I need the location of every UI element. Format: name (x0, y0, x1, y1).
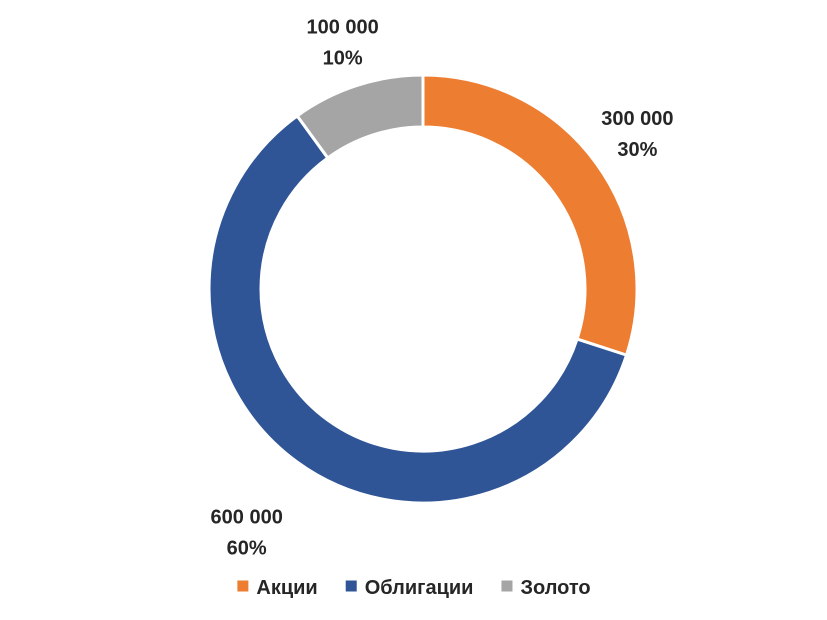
legend-swatch-3 (501, 580, 513, 592)
data-label-value-1: 300 000 (601, 108, 673, 130)
donut-slice-1 (421, 73, 639, 357)
data-labels: 300 000 30% 600 000 60% 100 000 10% (211, 17, 674, 560)
legend: Акции Облигации Золото (237, 577, 591, 599)
donut-slice-3 (295, 73, 425, 160)
data-label-percent-3: 10% (323, 48, 363, 70)
data-label-value-3: 100 000 (307, 17, 379, 39)
donut-slice-2 (207, 114, 629, 505)
legend-label-2: Облигации (365, 577, 474, 599)
data-label-value-2: 600 000 (211, 507, 283, 529)
legend-label-1: Акции (256, 577, 317, 599)
donut-slices (207, 73, 639, 505)
legend-swatch-2 (345, 580, 357, 592)
legend-swatch-1 (237, 580, 249, 592)
data-label-percent-1: 30% (617, 139, 657, 161)
legend-label-3: Золото (520, 577, 590, 599)
data-label-percent-2: 60% (227, 538, 267, 560)
